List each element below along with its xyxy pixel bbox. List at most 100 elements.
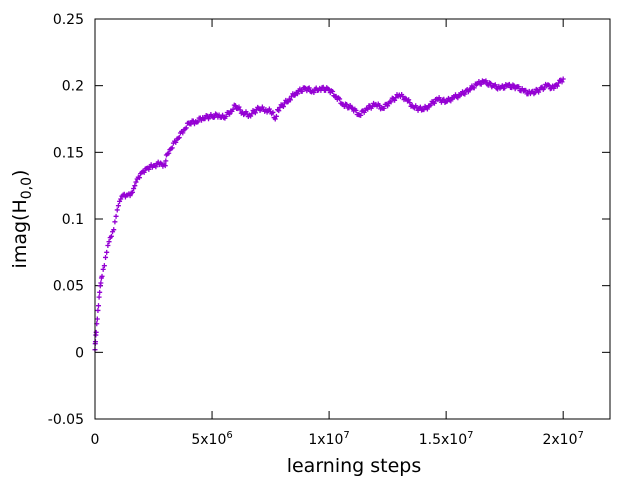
data-point <box>441 96 447 102</box>
data-point <box>100 266 106 272</box>
y-tick-label-1: 0.2 <box>62 79 84 95</box>
data-point <box>407 100 413 106</box>
data-point <box>516 84 522 90</box>
x-tick-label-4: 2x107 <box>542 430 583 448</box>
x-tick-label-3: 1.5x107 <box>419 430 474 448</box>
data-point <box>93 329 99 335</box>
data-point <box>272 116 278 122</box>
data-point <box>471 85 477 91</box>
data-point <box>236 104 242 110</box>
y-axis-label-subscript: 0,0 <box>19 177 35 199</box>
data-point <box>237 107 243 113</box>
data-point <box>136 175 142 181</box>
data-point <box>98 280 104 286</box>
data-point <box>523 87 529 93</box>
data-point <box>455 95 461 101</box>
data-point <box>270 109 276 115</box>
data-point <box>105 243 111 249</box>
data-point <box>478 81 484 87</box>
data-point <box>146 166 152 172</box>
y-tick-label-3: 0.1 <box>62 212 84 228</box>
data-point <box>163 158 169 164</box>
data-point <box>103 254 109 260</box>
data-point <box>337 96 343 102</box>
data-point <box>113 213 119 219</box>
data-point <box>294 91 300 97</box>
data-point <box>141 169 147 175</box>
data-point <box>392 97 398 103</box>
data-point <box>111 227 117 233</box>
data-point <box>169 145 175 151</box>
data-point <box>330 88 336 94</box>
data-point <box>483 78 489 84</box>
data-point <box>358 112 364 118</box>
data-point <box>273 113 279 119</box>
data-point <box>252 110 258 116</box>
data-point <box>365 106 371 112</box>
data-point <box>95 307 101 313</box>
data-point <box>99 273 105 279</box>
data-point <box>311 89 317 95</box>
data-point <box>173 139 179 145</box>
data-point <box>406 97 412 103</box>
data-point <box>118 196 124 202</box>
y-tick-label-0: 0.25 <box>53 12 84 28</box>
data-point <box>232 103 238 109</box>
data-point <box>266 106 272 112</box>
data-point <box>96 303 102 309</box>
data-series <box>92 76 566 353</box>
x-tick-label-0: 0 <box>91 432 100 448</box>
data-point <box>431 100 437 106</box>
data-point <box>180 130 186 136</box>
data-point <box>127 193 133 199</box>
data-point <box>276 108 282 114</box>
data-point <box>108 233 114 239</box>
y-axis-label: imag(H0,0) <box>9 170 35 269</box>
data-point <box>101 263 107 269</box>
data-point <box>131 186 137 192</box>
data-point <box>97 289 103 295</box>
data-point <box>176 135 182 141</box>
data-point <box>376 102 382 108</box>
data-point <box>204 113 210 119</box>
data-point <box>468 86 474 92</box>
data-point <box>153 164 159 170</box>
data-point <box>121 191 127 197</box>
data-point <box>436 95 442 101</box>
data-point <box>280 104 286 110</box>
data-point <box>388 99 394 105</box>
x-axis-label: learning steps <box>287 455 422 477</box>
data-point <box>282 100 288 106</box>
y-tick-label-6: -0.05 <box>48 412 84 428</box>
series-0 <box>92 76 566 353</box>
axes: 0.25 0.2 0.15 0.1 0.05 0 -0.05 0 5x106 1x107 1.5x1… <box>48 12 610 448</box>
y-axis-label-close: ) <box>9 170 31 177</box>
data-point <box>223 113 229 119</box>
data-point <box>195 119 201 125</box>
x-tick-label-2: 1x107 <box>308 430 349 448</box>
data-point <box>162 163 168 169</box>
data-point <box>132 183 138 189</box>
data-point <box>244 111 250 117</box>
data-point <box>448 98 454 104</box>
plot-frame <box>94 18 611 420</box>
data-point <box>462 91 468 97</box>
data-point <box>112 219 118 225</box>
data-point <box>350 105 355 111</box>
data-point <box>133 179 139 185</box>
data-point <box>183 125 189 131</box>
y-tick-label-2: 0.15 <box>53 145 84 161</box>
data-point <box>114 207 120 213</box>
data-point <box>344 102 350 108</box>
data-point <box>299 88 305 94</box>
data-point <box>106 239 112 245</box>
data-point <box>492 82 498 88</box>
data-point <box>424 106 430 112</box>
data-point <box>554 83 560 89</box>
y-axis-label-main: imag(H <box>9 199 31 268</box>
data-point <box>417 104 423 110</box>
data-point <box>166 150 172 156</box>
data-point <box>556 80 561 86</box>
data-point <box>104 249 110 255</box>
